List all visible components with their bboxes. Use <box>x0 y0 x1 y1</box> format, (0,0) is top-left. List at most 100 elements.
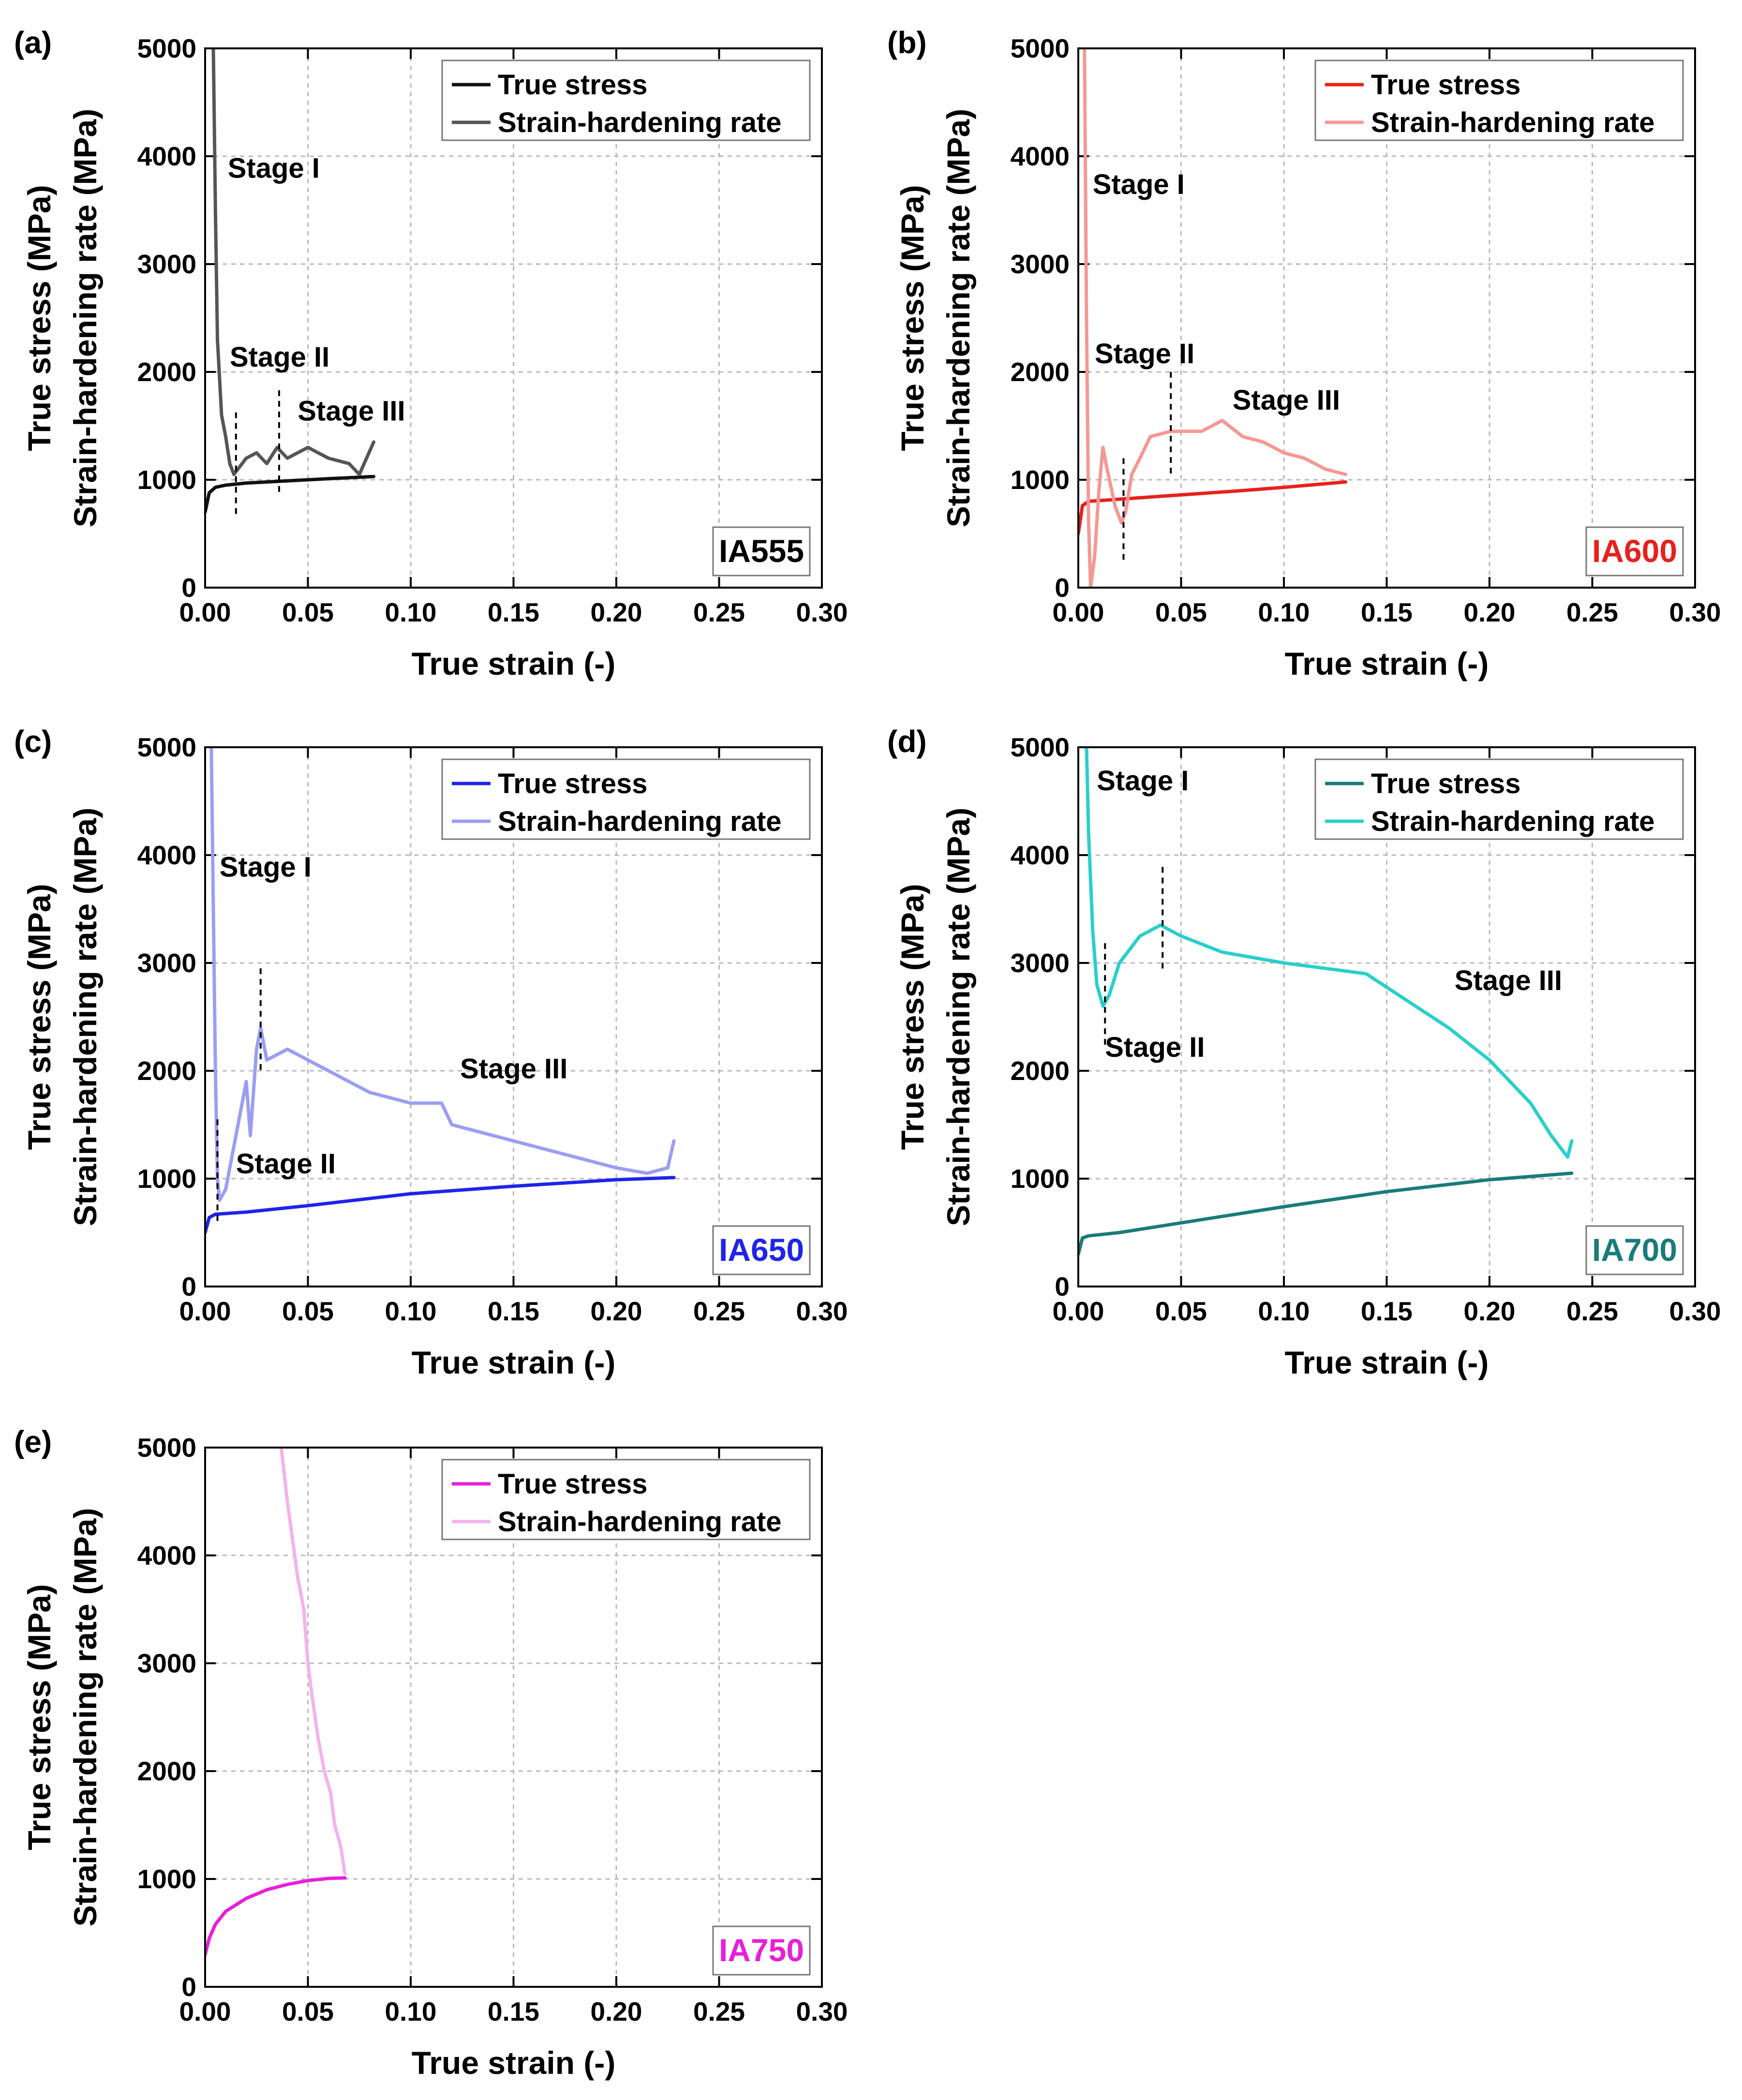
sample-id-box <box>1585 1225 1684 1275</box>
sample-id-box <box>712 1925 811 1976</box>
x-tick-label: 0.15 <box>1361 597 1413 627</box>
series-true-stress-line <box>206 1176 676 1234</box>
series-strain-hardening-rate-line <box>209 748 676 1202</box>
x-tick-label: 0.05 <box>1155 597 1207 627</box>
panel-letter: (d) <box>887 724 927 759</box>
sample-id-box <box>712 526 811 577</box>
x-tick-label: 0.25 <box>1566 597 1618 627</box>
stage-label: Stage II <box>236 1148 336 1180</box>
legend-box <box>441 1459 811 1540</box>
legend-label: Strain-hardening rate <box>498 107 782 138</box>
y-axis-label-rate: Strain-hardening rate (MPa) <box>940 808 976 1226</box>
y-tick-label: 2000 <box>137 1756 196 1786</box>
y-tick-label: 4000 <box>137 840 196 870</box>
x-tick-label: 0.00 <box>179 1996 231 2026</box>
stage-label: Stage II <box>1095 338 1194 370</box>
legend: True stress Strain-hardening rate <box>1314 59 1684 141</box>
y-tick-label: 2000 <box>1011 1056 1070 1086</box>
y-tick-label: 5000 <box>137 33 196 63</box>
sample-id-label: IA555 <box>719 533 804 569</box>
legend-label: True stress <box>1371 768 1521 799</box>
y-axis-label-stress: True stress (MPa) <box>894 185 930 451</box>
x-tick-label: 0.15 <box>1361 1296 1413 1326</box>
x-tick-label: 0.05 <box>282 1996 334 2026</box>
stage-label: Stage III <box>1455 965 1562 996</box>
x-tick-label: 0.00 <box>1052 1296 1104 1326</box>
legend-box <box>441 758 811 840</box>
x-tick-label: 0.10 <box>385 597 436 627</box>
x-tick-label: 0.30 <box>796 1296 848 1326</box>
x-axis-label: True strain (-) <box>1285 1345 1489 1380</box>
x-axis-label: True strain (-) <box>412 646 616 681</box>
chart-panel-ia700: (d) 0.00 0.05 0.10 0.15 0.20 0.25 0.30 0 1000 2000… <box>887 724 1721 1380</box>
x-tick-label: 0.05 <box>1155 1296 1207 1326</box>
y-axis-label-rate: Strain-hardening rate (MPa) <box>67 109 103 527</box>
y-tick-label: 3000 <box>1011 249 1070 279</box>
x-axis-label: True strain (-) <box>412 1345 616 1380</box>
y-axis-label-rate: Strain-hardening rate (MPa) <box>940 109 976 527</box>
y-tick-label: 4000 <box>137 1540 196 1570</box>
sample-id-label: IA700 <box>1592 1232 1677 1268</box>
y-tick-label: 4000 <box>1011 141 1070 171</box>
y-axis-label-stress: True stress (MPa) <box>21 1584 57 1850</box>
y-tick-label: 1000 <box>137 1864 196 1894</box>
series-strain-hardening-rate-line <box>1085 748 1574 1159</box>
series-true-stress-line <box>206 1876 347 1956</box>
x-tick-label: 0.10 <box>1258 597 1310 627</box>
y-tick-label: 5000 <box>137 1433 196 1463</box>
y-tick-label: 0 <box>1055 573 1070 603</box>
y-tick-label: 5000 <box>137 732 196 762</box>
x-tick-label: 0.30 <box>1669 597 1721 627</box>
x-tick-label: 0.30 <box>1669 1296 1721 1326</box>
legend-label: True stress <box>498 1468 648 1500</box>
sample-id-label: IA750 <box>719 1932 804 1968</box>
x-tick-label: 0.20 <box>1463 1296 1515 1326</box>
stage-label: Stage III <box>460 1053 567 1085</box>
x-tick-label: 0.15 <box>488 1996 539 2026</box>
chart-panel-ia600: (b) 0.00 0.05 0.10 0.15 0.20 0.25 0.30 0 1000 2000… <box>887 25 1721 681</box>
x-tick-label: 0.20 <box>590 597 642 627</box>
y-tick-label: 1000 <box>1011 465 1070 495</box>
panel-letter: (b) <box>887 25 927 60</box>
y-axis-label-stress: True stress (MPa) <box>894 884 930 1150</box>
legend: True stress Strain-hardening rate <box>441 1459 811 1540</box>
stage-label: Stage I <box>228 153 320 184</box>
sample-id-box <box>712 1225 811 1275</box>
y-tick-label: 5000 <box>1011 33 1070 63</box>
sample-id-box <box>1585 526 1684 577</box>
data-layer <box>206 1449 347 1956</box>
data-layer <box>1079 49 1347 587</box>
legend-label: Strain-hardening rate <box>1371 806 1655 837</box>
panel-letter: (a) <box>14 25 52 60</box>
x-tick-label: 0.10 <box>1258 1296 1310 1326</box>
legend-label: True stress <box>498 768 648 799</box>
x-tick-label: 0.00 <box>179 597 231 627</box>
data-layer <box>206 49 375 515</box>
stage-label: Stage I <box>1093 169 1185 200</box>
data-layer <box>1079 748 1574 1256</box>
chart-panel-ia750: (e) 0.00 0.05 0.10 0.15 0.20 0.25 0.30 0 1000 2000… <box>14 1424 848 2081</box>
y-tick-label: 2000 <box>1011 357 1070 387</box>
x-tick-label: 0.20 <box>1463 597 1515 627</box>
x-tick-label: 0.30 <box>796 597 848 627</box>
series-strain-hardening-rate-line <box>1083 49 1347 587</box>
x-tick-label: 0.25 <box>693 1996 745 2026</box>
x-tick-label: 0.20 <box>590 1296 642 1326</box>
y-tick-label: 3000 <box>137 249 196 279</box>
y-tick-label: 2000 <box>137 1056 196 1086</box>
chart-panel-ia555: (a) 0.00 0.05 0.10 0.15 0.20 0.25 0.30 0 1000 2000… <box>14 25 848 681</box>
legend-label: Strain-hardening rate <box>1371 107 1655 138</box>
y-tick-label: 3000 <box>137 948 196 978</box>
stage-label: Stage I <box>220 852 312 883</box>
panel-letter: (e) <box>14 1424 52 1459</box>
legend-label: True stress <box>1371 69 1521 101</box>
legend: True stress Strain-hardening rate <box>1314 758 1684 840</box>
x-tick-label: 0.00 <box>1052 597 1104 627</box>
y-tick-label: 1000 <box>137 1164 196 1194</box>
y-tick-label: 4000 <box>137 141 196 171</box>
x-tick-label: 0.05 <box>282 597 334 627</box>
x-axis-label: True strain (-) <box>412 2045 616 2081</box>
x-tick-label: 0.25 <box>1566 1296 1618 1326</box>
y-tick-label: 5000 <box>1011 732 1070 762</box>
